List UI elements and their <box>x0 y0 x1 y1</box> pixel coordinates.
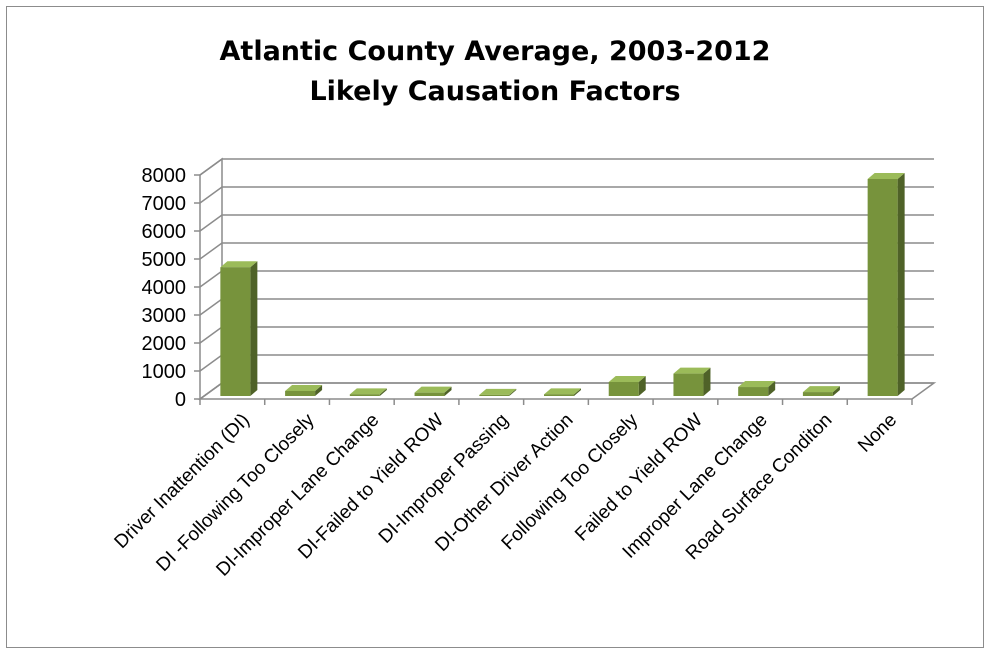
x-tick-label: Failed to Yield ROW <box>571 410 707 546</box>
bar-top <box>414 386 452 393</box>
bar-top <box>285 384 323 391</box>
bar <box>414 386 452 396</box>
bar <box>220 261 258 396</box>
y-tick-label: 4000 <box>142 277 187 299</box>
bar <box>285 384 323 396</box>
bar-side <box>638 376 646 396</box>
bar-front <box>220 267 251 396</box>
bar-front <box>285 390 316 396</box>
bar-front <box>867 179 898 396</box>
bar-front <box>738 387 769 396</box>
bar <box>867 173 905 396</box>
bar-front <box>673 373 704 396</box>
bar-front <box>608 382 639 396</box>
bar-top <box>349 388 387 395</box>
chart-subtitle: Likely Causation Factors <box>309 76 681 107</box>
gridline <box>199 242 934 260</box>
y-tick-label: 0 <box>175 389 186 411</box>
bar <box>544 388 581 396</box>
bar <box>608 376 646 396</box>
y-tick-label: 6000 <box>142 221 187 243</box>
bar-side <box>509 388 517 396</box>
bar-top <box>479 388 517 395</box>
bar-side <box>444 386 452 396</box>
bar-front <box>479 394 510 396</box>
bar-front <box>544 394 574 396</box>
y-tick-label: 1000 <box>142 361 187 383</box>
gridline <box>199 186 934 204</box>
bar-side <box>703 367 711 396</box>
gridline <box>199 158 934 176</box>
bar-side <box>250 261 258 396</box>
bar-side <box>768 381 776 396</box>
bar-top <box>544 388 581 395</box>
gridline <box>199 214 934 232</box>
y-tick-label: 7000 <box>142 193 187 215</box>
bar-top <box>802 386 840 393</box>
gridline <box>199 298 934 316</box>
bar-top <box>867 173 905 179</box>
gridline <box>199 326 934 344</box>
bar-front <box>349 394 380 396</box>
bar <box>479 388 517 396</box>
bar-side <box>574 388 581 396</box>
y-tick-label: 2000 <box>142 333 187 355</box>
y-tick-label: 5000 <box>142 249 187 271</box>
x-tick-label: DI-Improper Passing <box>375 410 513 548</box>
bar-top <box>608 376 646 382</box>
bar-side <box>832 386 840 396</box>
bar-top <box>220 261 258 268</box>
bar-top <box>673 367 711 374</box>
chart-title: Atlantic County Average, 2003-2012 Likel… <box>0 32 990 112</box>
bar <box>738 381 776 396</box>
bar-front <box>414 392 445 396</box>
bar-side <box>315 384 323 396</box>
bar <box>802 386 840 396</box>
bar <box>349 388 387 396</box>
bar-top <box>738 381 776 388</box>
bar-side <box>897 173 905 396</box>
chart-title-line1: Atlantic County Average, 2003-2012 <box>219 36 771 67</box>
x-tick-label: None <box>854 410 901 457</box>
y-tick-label: 3000 <box>142 305 187 327</box>
gridline <box>199 354 934 372</box>
bar <box>673 367 711 396</box>
gridline <box>199 270 934 288</box>
bar-front <box>802 392 833 396</box>
y-tick-label: 8000 <box>142 165 187 187</box>
bar-side <box>379 388 387 396</box>
